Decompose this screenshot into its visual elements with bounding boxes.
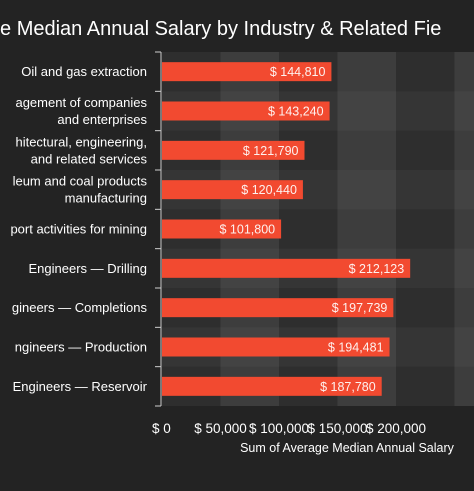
- bar: [162, 219, 282, 239]
- plot-band: [454, 52, 474, 406]
- category-label: Oil and gas extraction: [21, 64, 147, 79]
- x-axis-label: Sum of Average Median Annual Salary: [240, 441, 455, 455]
- x-tick-label: $ 150,000: [307, 421, 367, 436]
- bar: [162, 101, 330, 121]
- x-tick-label: $ 50,000: [194, 421, 247, 436]
- bar: [162, 376, 382, 396]
- bar: [162, 140, 305, 160]
- bar: [162, 180, 303, 200]
- category-label: manufacturing: [65, 191, 147, 206]
- bar: [162, 298, 394, 318]
- x-tick-label: $ 200,000: [366, 421, 426, 436]
- plot-band: [396, 52, 455, 406]
- data-label: $ 101,800: [219, 223, 275, 237]
- data-label: $ 187,780: [320, 380, 376, 394]
- category-label: Engineers — Reservoir: [13, 379, 148, 394]
- data-label: $ 197,739: [332, 301, 388, 315]
- bar: [162, 258, 411, 278]
- data-label: $ 143,240: [268, 105, 324, 119]
- category-label: gineers — Completions: [12, 300, 148, 315]
- category-label: port activities for mining: [10, 222, 147, 237]
- data-label: $ 144,810: [270, 65, 326, 79]
- data-label: $ 194,481: [328, 341, 384, 355]
- data-label: $ 212,123: [349, 262, 405, 276]
- x-tick-label: $ 0: [152, 421, 171, 436]
- category-label: agement of companies: [15, 95, 147, 110]
- category-label: and enterprises: [57, 112, 147, 127]
- category-label: Engineers — Drilling: [29, 261, 148, 276]
- category-label: and related services: [31, 151, 148, 166]
- bar: [162, 62, 332, 82]
- category-label: ngineers — Production: [15, 340, 147, 355]
- x-tick-label: $ 100,000: [249, 421, 309, 436]
- category-label: leum and coal products: [13, 174, 148, 189]
- bar: [162, 337, 390, 357]
- data-label: $ 120,440: [241, 183, 297, 197]
- chart-title: erage Median Annual Salary by Industry &…: [0, 18, 442, 40]
- data-label: $ 121,790: [243, 144, 299, 158]
- category-label: hitectural, engineering,: [15, 134, 147, 149]
